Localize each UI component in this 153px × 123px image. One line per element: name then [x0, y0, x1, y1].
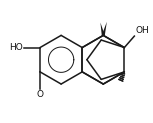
- Text: O: O: [37, 91, 44, 100]
- Polygon shape: [102, 22, 107, 36]
- Text: HO: HO: [9, 43, 22, 52]
- Polygon shape: [100, 23, 105, 36]
- Text: OH: OH: [136, 26, 149, 35]
